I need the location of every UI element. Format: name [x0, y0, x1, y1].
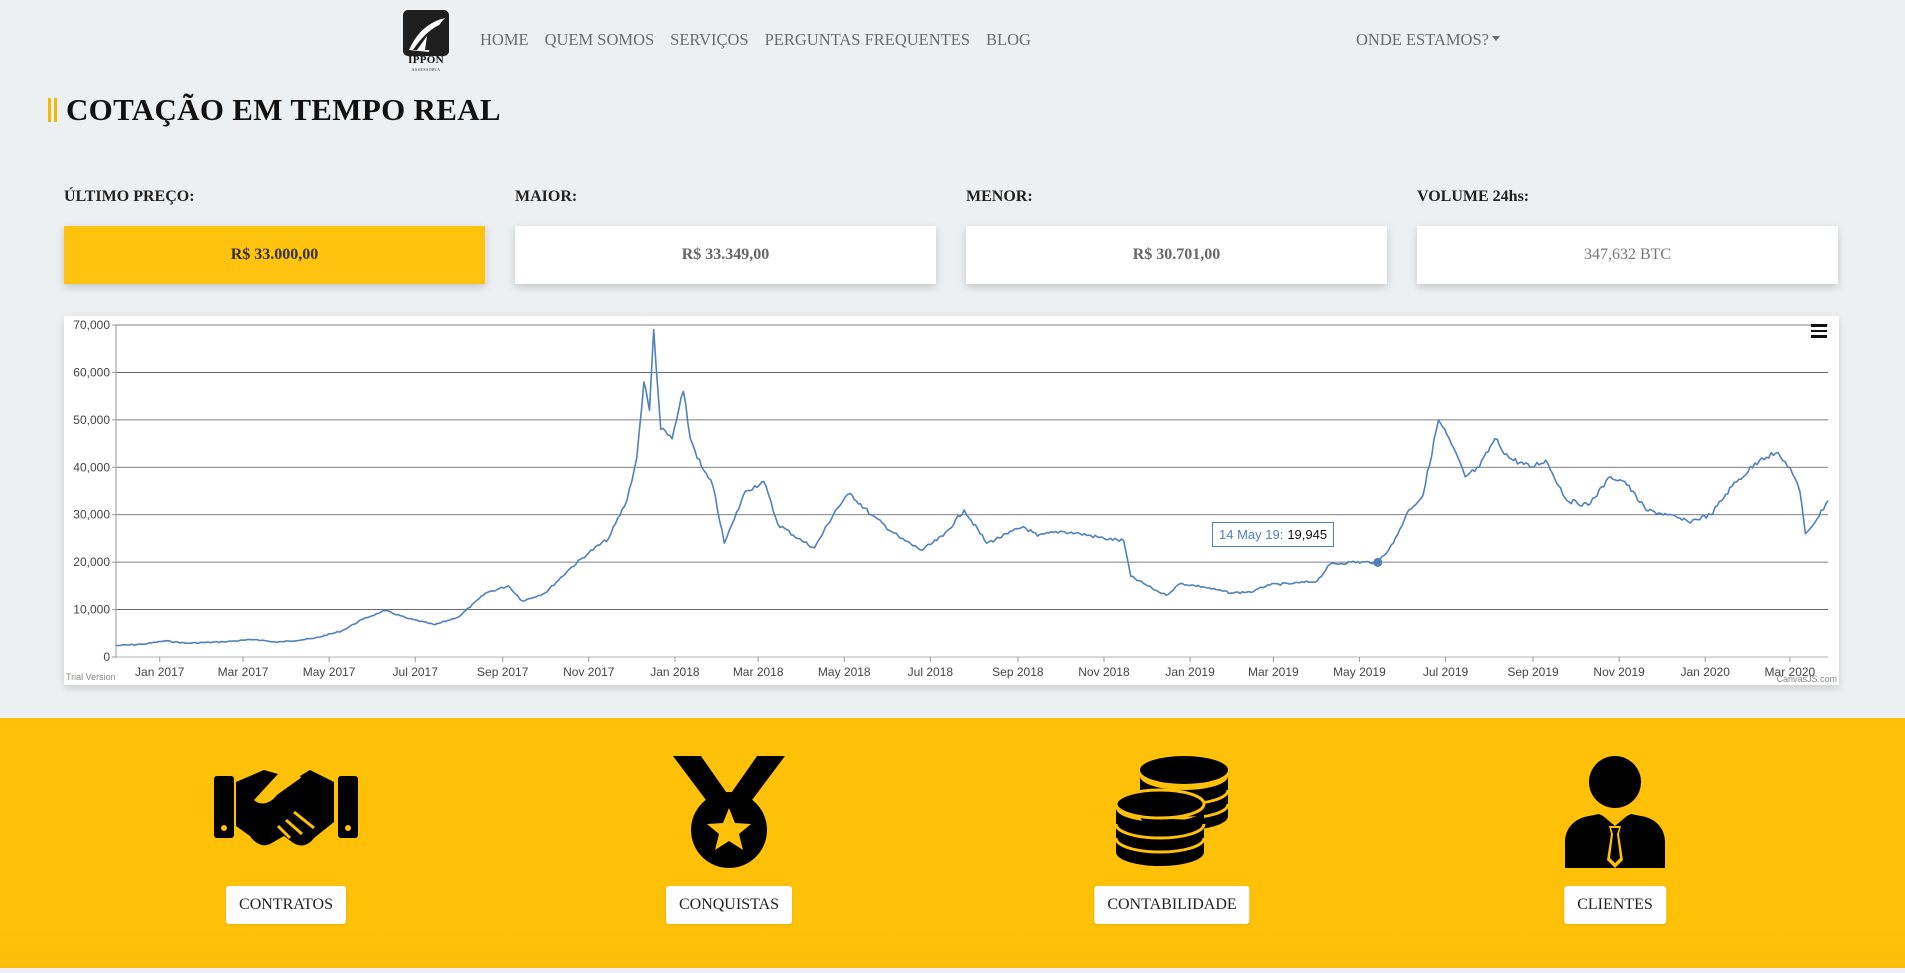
x-tick-label: Sep 2017 [477, 665, 529, 679]
x-tick-label: Sep 2018 [992, 665, 1044, 679]
nav-links: HOME QUEM SOMOS SERVIÇOS PERGUNTAS FREQU… [480, 30, 1031, 50]
chart-menu-icon[interactable] [1811, 324, 1827, 338]
stat-label-menor: MENOR: [966, 188, 1033, 205]
y-tick-label: 30,000 [73, 508, 110, 522]
contratos-button[interactable]: CONTRATOS [226, 886, 346, 924]
brand-logo[interactable]: IPPON ASSESSORIA [403, 10, 449, 72]
price-chart[interactable]: 0 10,000 20,000 30,000 40,000 50,000 60,000 70,… [64, 316, 1839, 685]
page-title-wrap: COTAÇÃO EM TEMPO REAL [48, 92, 501, 128]
title-accent-bars [48, 98, 57, 122]
y-tick-label: 50,000 [73, 413, 110, 427]
onde-estamos-dropdown[interactable]: ONDE ESTAMOS? [1356, 30, 1500, 50]
x-tick-label: Mar 2018 [733, 665, 784, 679]
x-tick-label: May 2017 [303, 665, 356, 679]
tooltip-date: 14 May 19: [1219, 527, 1284, 542]
nav-link-home[interactable]: HOME [480, 30, 529, 49]
x-tick-label: Mar 2020 [1765, 665, 1816, 679]
x-tick-label: Jul 2017 [393, 665, 439, 679]
stat-card-maior: R$ 33.349,00 [515, 226, 936, 284]
logo-mark-icon [403, 10, 449, 56]
nav-link-perguntas-frequentes[interactable]: PERGUNTAS FREQUENTES [764, 30, 971, 49]
features-band: CONTRATOS CONQUISTAS CONTABILIDADE [0, 718, 1905, 968]
x-tick-label: Nov 2017 [563, 665, 615, 679]
stat-card-volume: 347,632 BTC [1417, 226, 1838, 284]
y-tick-label: 10,000 [73, 603, 110, 617]
top-navbar: IPPON ASSESSORIA HOME QUEM SOMOS SERVIÇO… [0, 0, 1905, 82]
clientes-button[interactable]: CLIENTES [1564, 886, 1666, 924]
price-series-line [115, 328, 1829, 647]
x-tick-label: Nov 2018 [1078, 665, 1130, 679]
y-tick-label: 60,000 [73, 365, 110, 379]
nav-link-servicos[interactable]: SERVIÇOS [670, 30, 749, 49]
x-tick-label: Sep 2019 [1507, 665, 1559, 679]
conquistas-button[interactable]: CONQUISTAS [665, 886, 793, 924]
x-tick-label: Mar 2019 [1248, 665, 1299, 679]
caret-down-icon [1491, 36, 1500, 41]
logo-subtext: ASSESSORIA [411, 67, 441, 72]
page-title: COTAÇÃO EM TEMPO REAL [66, 92, 501, 127]
tooltip-value: 19,945 [1287, 527, 1328, 542]
medal-icon [673, 756, 785, 868]
x-tick-label: Jan 2019 [1165, 665, 1215, 679]
x-tick-label: Mar 2017 [218, 665, 269, 679]
nav-link-quem-somos[interactable]: QUEM SOMOS [544, 30, 655, 49]
tooltip-point [1373, 557, 1383, 567]
x-tick-label: Jan 2017 [135, 665, 185, 679]
x-tick-label: Jan 2018 [650, 665, 700, 679]
x-tick-label: Jul 2018 [908, 665, 954, 679]
stat-card-ultimo-preco: R$ 33.000,00 [64, 226, 485, 284]
trial-version-text: Trial Version [66, 672, 116, 682]
coins-icon [1114, 756, 1230, 866]
handshake-icon [214, 770, 358, 846]
logo-text: IPPON [408, 54, 444, 66]
client-icon [1565, 756, 1665, 868]
x-tick-label: May 2019 [1333, 665, 1386, 679]
stat-label-volume: VOLUME 24hs: [1417, 188, 1530, 205]
x-tick-label: Jul 2019 [1423, 665, 1469, 679]
contabilidade-button[interactable]: CONTABILIDADE [1094, 886, 1250, 924]
x-tick-label: Jan 2020 [1681, 665, 1731, 679]
stat-label-maior: MAIOR: [515, 188, 578, 205]
y-tick-label: 20,000 [73, 555, 110, 569]
nav-link-blog[interactable]: BLOG [986, 30, 1031, 49]
stat-card-menor: R$ 30.701,00 [966, 226, 1387, 284]
stat-label-ultimo-preco: ÚLTIMO PREÇO: [64, 188, 195, 205]
chart-tooltip: 14 May 19: 19,945 [1212, 522, 1335, 547]
x-tick-label: Nov 2019 [1593, 665, 1645, 679]
y-tick-label: 40,000 [73, 460, 110, 474]
y-tick-label: 0 [103, 650, 110, 664]
x-tick-label: May 2018 [818, 665, 871, 679]
y-tick-label: 70,000 [73, 318, 110, 332]
chart-credit-link[interactable]: CanvasJS.com [1776, 674, 1837, 684]
dropdown-label: ONDE ESTAMOS? [1356, 30, 1489, 49]
price-chart-svg: 0 10,000 20,000 30,000 40,000 50,000 60,000 70,… [73, 318, 1829, 679]
